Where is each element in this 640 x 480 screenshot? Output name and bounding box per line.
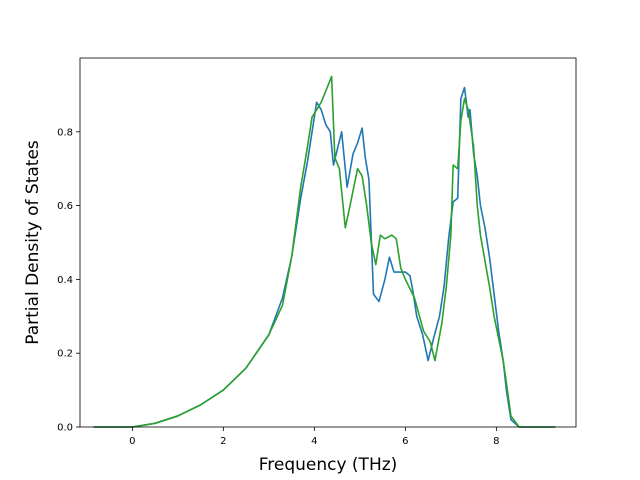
- axes-frame: [79, 57, 577, 428]
- x-tick-label: 0: [129, 436, 135, 447]
- x-tick-label: 2: [220, 436, 226, 447]
- y-tick-label: 0.4: [57, 275, 73, 286]
- series-line-2: [93, 75, 556, 428]
- y-tick-label: 0.6: [57, 201, 73, 212]
- y-axis-label: Partial Density of States: [23, 140, 43, 345]
- series-layer: [93, 75, 556, 428]
- y-tick-label: 0.2: [57, 349, 73, 360]
- y-tick-label: 0.0: [57, 423, 73, 434]
- y-axis-ticks: 0.0 0.2 0.4 0.6 0.8: [57, 127, 80, 434]
- x-tick-label: 4: [311, 436, 317, 447]
- x-tick-label: 6: [402, 436, 408, 447]
- x-tick-label: 8: [493, 436, 499, 447]
- y-tick-label: 0.8: [57, 127, 73, 138]
- x-axis-label: Frequency (THz): [259, 455, 398, 475]
- x-axis-ticks: 0 2 4 6 8: [129, 427, 500, 447]
- series-line-1: [93, 86, 556, 428]
